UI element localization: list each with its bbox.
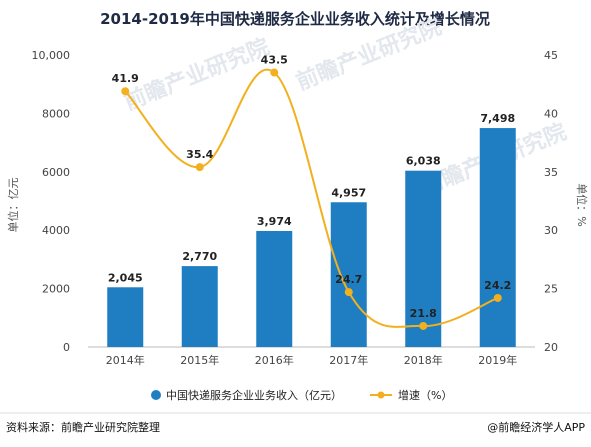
line-label: 24.2	[484, 279, 511, 292]
watermark-0: 前瞻产业研究院	[121, 34, 274, 116]
bar-label: 4,957	[331, 186, 366, 199]
line-label: 43.5	[261, 54, 288, 67]
y-right-tick: 35	[544, 166, 558, 179]
legend-line-marker-dot	[377, 391, 385, 399]
footer-brand: @前瞻经济学人APP	[487, 420, 585, 434]
x-tick: 2014年	[106, 353, 145, 367]
x-tick: 2016年	[255, 353, 294, 367]
y-left-tick: 6000	[42, 166, 70, 179]
x-tick: 2017年	[329, 353, 368, 367]
y-left-tick: 2000	[42, 283, 70, 296]
line-label: 24.7	[335, 273, 362, 286]
x-tick: 2015年	[180, 353, 219, 367]
bar	[405, 170, 442, 347]
line-label: 21.8	[410, 307, 437, 320]
bar-series	[107, 128, 516, 347]
bar-data-labels: 2,045 2,770 3,974 4,957 6,038 7,498	[108, 112, 515, 284]
bar-label: 2,770	[182, 250, 217, 263]
y-right-tick: 45	[544, 49, 558, 62]
line-label: 35.4	[186, 148, 213, 161]
line-label: 41.9	[112, 72, 139, 85]
line-point	[493, 293, 502, 302]
legend-bar-marker	[151, 390, 161, 400]
y-left-ticks: 0 2000 4000 6000 8000 10,000	[32, 49, 71, 354]
legend: 中国快递服务企业业务收入（亿元） 增速（%）	[151, 388, 452, 402]
line-point	[344, 288, 353, 297]
y-right-tick: 25	[544, 283, 558, 296]
y-left-label: 单位：亿元	[6, 178, 20, 233]
x-ticks: 2014年 2015年 2016年 2017年 2018年 2019年	[106, 353, 518, 367]
footer-source: 资料来源：前瞻产业研究院整理	[6, 420, 160, 434]
chart-title: 2014-2019年中国快递服务企业业务收入统计及增长情况	[100, 10, 490, 28]
bar-label: 6,038	[406, 155, 441, 168]
bar-label: 7,498	[480, 112, 515, 125]
y-left-tick: 4000	[42, 224, 70, 237]
bar	[330, 202, 367, 347]
y-right-tick: 30	[544, 224, 558, 237]
y-left-tick: 8000	[42, 107, 70, 120]
y-right-label: 单位：%	[575, 183, 589, 226]
bar	[107, 287, 144, 347]
legend-bar-label: 中国快递服务企业业务收入（亿元）	[166, 388, 342, 402]
bar	[181, 266, 218, 347]
x-tick: 2019年	[478, 353, 517, 367]
bar	[479, 128, 516, 347]
line-series	[121, 68, 502, 330]
line-point	[270, 68, 279, 77]
y-right-ticks: 20 25 30 35 40 45	[544, 49, 558, 354]
bar-label: 3,974	[257, 215, 292, 228]
line-point	[419, 321, 428, 330]
line-point	[195, 163, 204, 172]
y-left-tick: 10,000	[32, 49, 71, 62]
legend-line-label: 增速（%）	[398, 388, 452, 402]
y-right-tick: 20	[544, 341, 558, 354]
y-right-tick: 40	[544, 107, 558, 120]
line-data-labels: 41.9 35.4 43.5 24.7 21.8 24.2	[112, 54, 512, 320]
x-tick: 2018年	[404, 353, 443, 367]
bar-label: 2,045	[108, 271, 143, 284]
line-point	[121, 87, 130, 96]
y-left-tick: 0	[63, 341, 70, 354]
bar	[256, 230, 293, 347]
growth-line	[124, 68, 499, 328]
